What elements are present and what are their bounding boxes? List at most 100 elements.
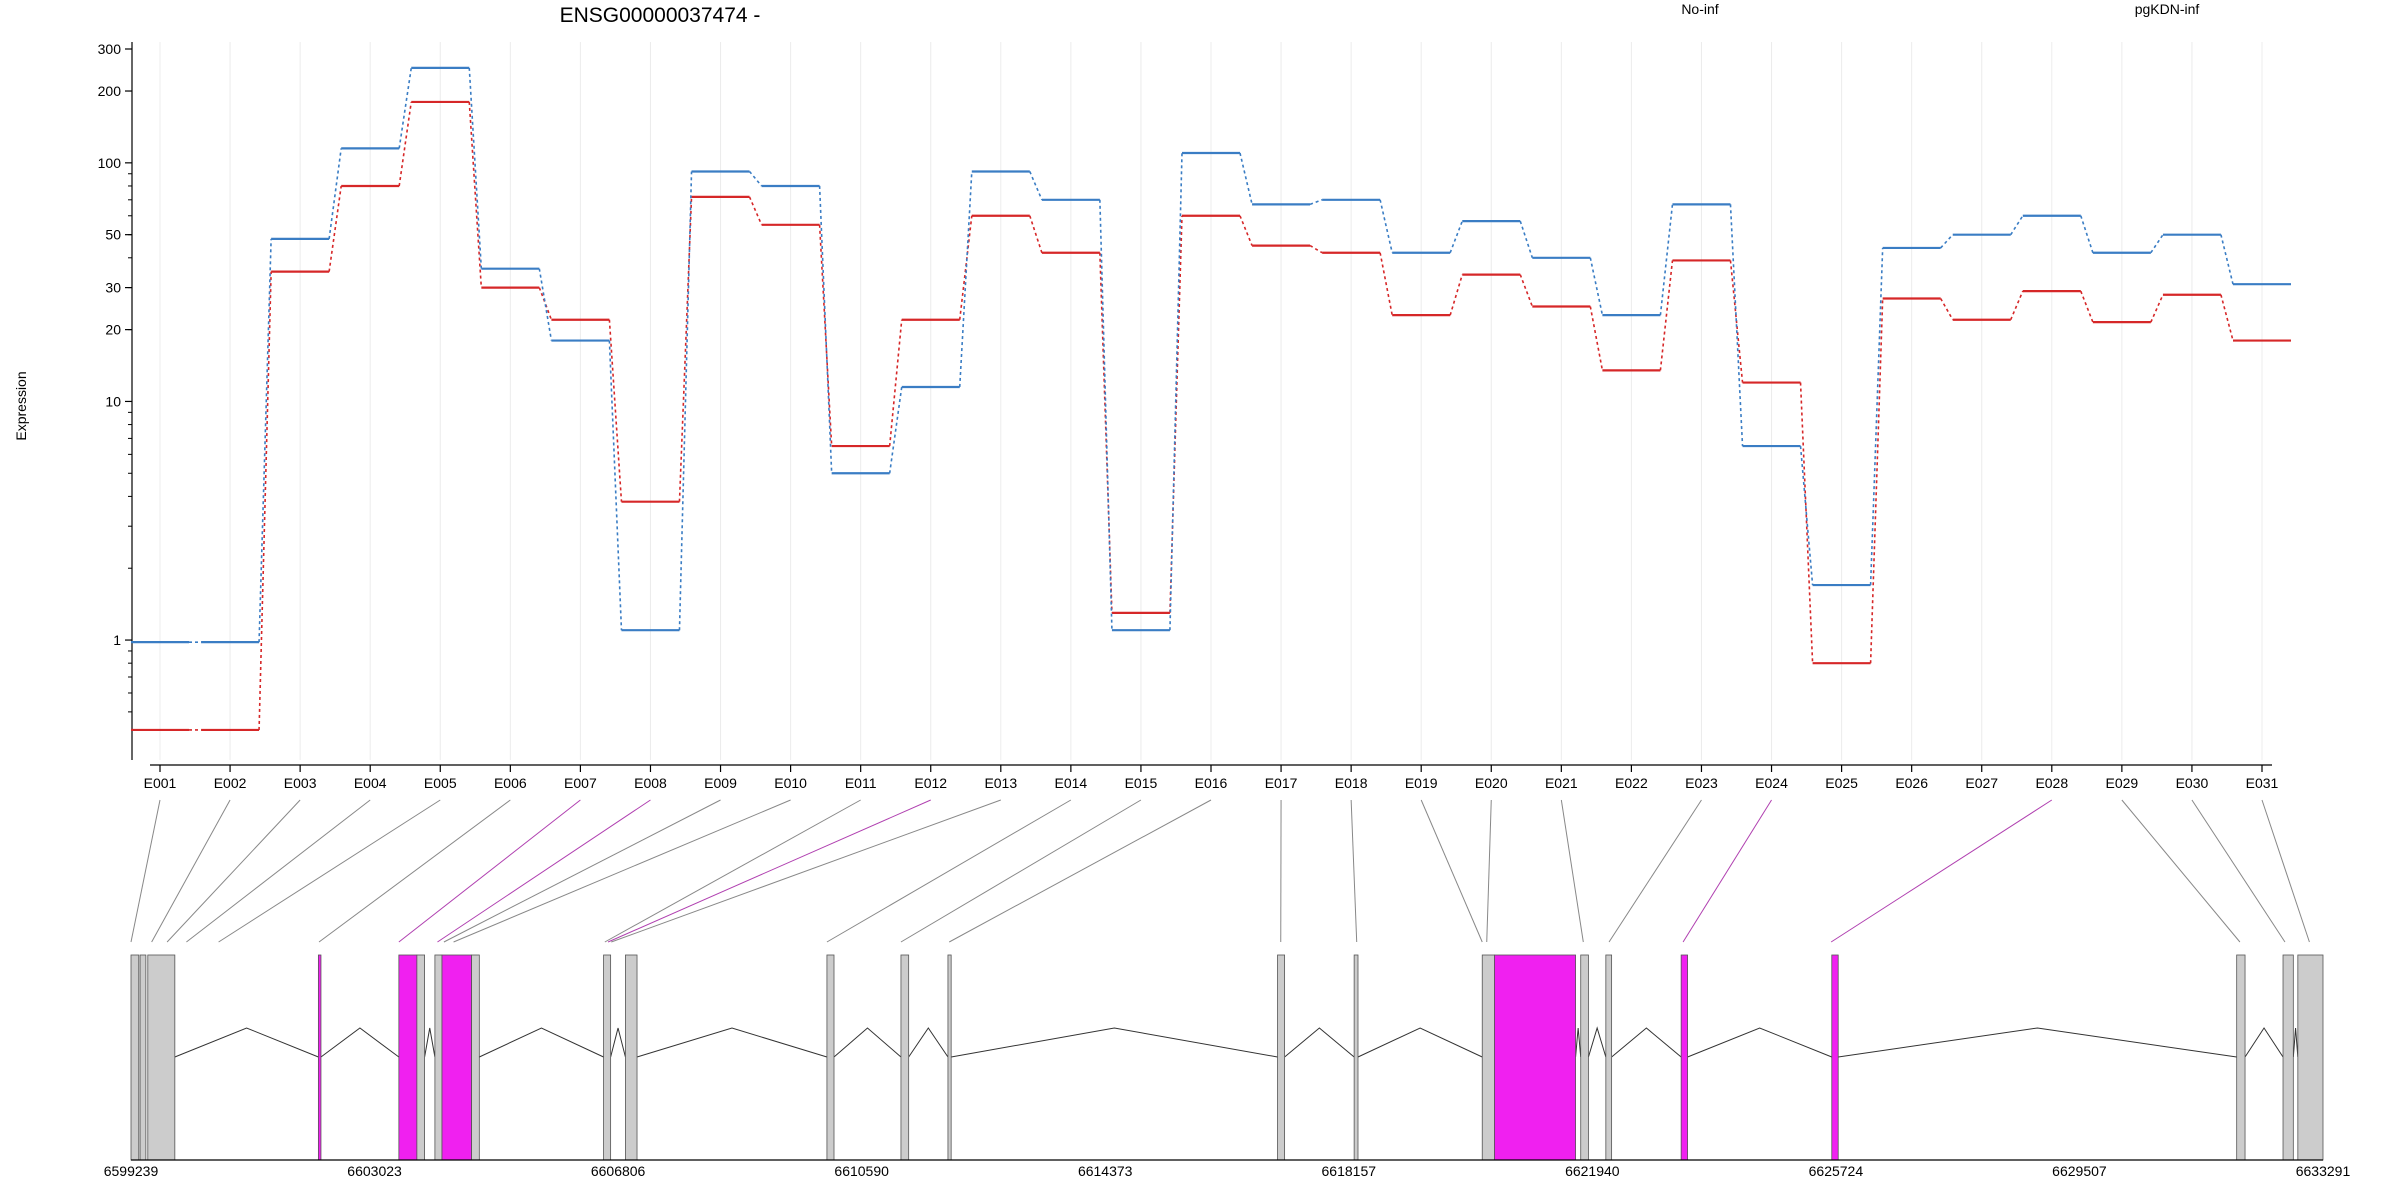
intron-line [610, 1027, 626, 1058]
intron-line [2292, 1027, 2299, 1058]
y-tick-label: 50 [105, 227, 121, 243]
series-transition [1799, 382, 1814, 664]
x-tick-label: E013 [984, 775, 1017, 791]
x-tick-label: E010 [774, 775, 807, 791]
series-transition [1589, 306, 1604, 371]
series-transition [2220, 294, 2234, 341]
series-transition [398, 101, 413, 187]
genomic-tick-label: 6633291 [2296, 1163, 2351, 1179]
series-transition [1519, 220, 1534, 259]
x-tick-label: E020 [1475, 775, 1508, 791]
x-axis: E001 E002 E003 E004 E005 E006 E007 E008 E009 E010… [144, 764, 2279, 791]
intron-line [320, 1027, 400, 1058]
x-tick-label: E030 [2176, 775, 2209, 791]
series-transition [1169, 215, 1183, 613]
legend-pgkdn-inf: pgKDN-inf [2135, 1, 2200, 17]
series-lines [131, 66, 2291, 732]
series-0 [131, 100, 2291, 732]
exon-connector [398, 799, 581, 943]
y-axis: 300 200 100 50 30 20 10 1 [98, 41, 133, 760]
intron-line [1611, 1027, 1682, 1058]
x-tick-label: E001 [144, 775, 177, 791]
exon-block [826, 954, 835, 1161]
series-transition [888, 386, 903, 474]
y-tick-label: 100 [98, 155, 122, 171]
x-tick-label: E012 [914, 775, 947, 791]
intron-line [424, 1027, 436, 1058]
exon-connector [611, 799, 1001, 943]
exon-connector [151, 799, 231, 943]
gene-model [130, 954, 2324, 1161]
series-transition [1589, 257, 1604, 316]
exon-block [130, 954, 140, 1161]
series-transition [2080, 290, 2094, 323]
x-tick-label: E008 [634, 775, 667, 791]
x-tick-label: E025 [1825, 775, 1858, 791]
exon-connector [130, 799, 161, 943]
x-tick-label: E029 [2106, 775, 2139, 791]
series-transition [1729, 204, 1744, 447]
x-tick-label: E004 [354, 775, 387, 791]
exon-connector [604, 799, 861, 943]
exon-connector [443, 799, 721, 943]
exon-block [603, 954, 612, 1161]
intron-line [1687, 1027, 1832, 1058]
intron-line [833, 1027, 902, 1058]
genomic-tick-label: 6606806 [591, 1163, 646, 1179]
series-transition [1309, 199, 1323, 206]
intron-line [1838, 1027, 2237, 1058]
series-transition [538, 287, 553, 321]
exon-block [900, 954, 910, 1161]
x-tick-label: E006 [494, 775, 527, 791]
series-transition [328, 185, 342, 272]
series-transition [678, 196, 693, 502]
x-tick-label: E021 [1545, 775, 1578, 791]
series-transition [398, 67, 413, 149]
exon-connectors [130, 799, 2310, 943]
intron-line [1357, 1027, 1483, 1058]
exon-block [1605, 954, 1613, 1161]
series-transition [888, 319, 903, 447]
exon-connector [2191, 799, 2286, 943]
exon-connector [1830, 799, 2053, 943]
series-transition [608, 340, 623, 631]
x-tick-label: E011 [845, 775, 877, 791]
intron-line [174, 1027, 319, 1058]
series-transition [1940, 234, 1954, 249]
genomic-tick-label: 6621940 [1565, 1163, 1620, 1179]
x-tick-label: E009 [704, 775, 737, 791]
genomic-tick-label: 6614373 [1078, 1163, 1133, 1179]
series-transition [1309, 244, 1323, 254]
legend-no-inf: No-inf [1681, 1, 1718, 17]
y-tick-label: 300 [98, 41, 122, 57]
highlighted-exon-block [1831, 954, 1839, 1161]
exon-connector [2121, 799, 2241, 943]
series-transition [1449, 274, 1464, 316]
x-tick-label: E003 [284, 775, 317, 791]
x-tick-label: E026 [1895, 775, 1928, 791]
series-transition [1379, 199, 1393, 253]
series-transition [2080, 215, 2094, 253]
exon-block [947, 954, 952, 1161]
series-transition [1169, 152, 1183, 631]
series-transition [958, 171, 973, 388]
x-tick-label: E023 [1685, 775, 1718, 791]
exon-connector [1486, 799, 1492, 943]
series-transition [2010, 215, 2024, 236]
series-transition [818, 224, 833, 447]
exon-block [2282, 954, 2294, 1161]
exon-connector [1560, 799, 1584, 943]
y-tick-label: 30 [105, 280, 121, 296]
exon-connector [826, 799, 1072, 943]
series-transition [1239, 215, 1253, 246]
exon-connector [437, 799, 651, 943]
x-tick-label: E005 [424, 775, 457, 791]
series-transition [1659, 260, 1674, 371]
series-transition [2009, 290, 2024, 321]
x-tick-label: E015 [1125, 775, 1158, 791]
series-transition [2150, 234, 2164, 254]
exon-connector [1608, 799, 1702, 943]
x-tick-label: E016 [1195, 775, 1228, 791]
genomic-tick-label: 6629507 [2052, 1163, 2107, 1179]
y-tick-label: 20 [105, 322, 121, 338]
